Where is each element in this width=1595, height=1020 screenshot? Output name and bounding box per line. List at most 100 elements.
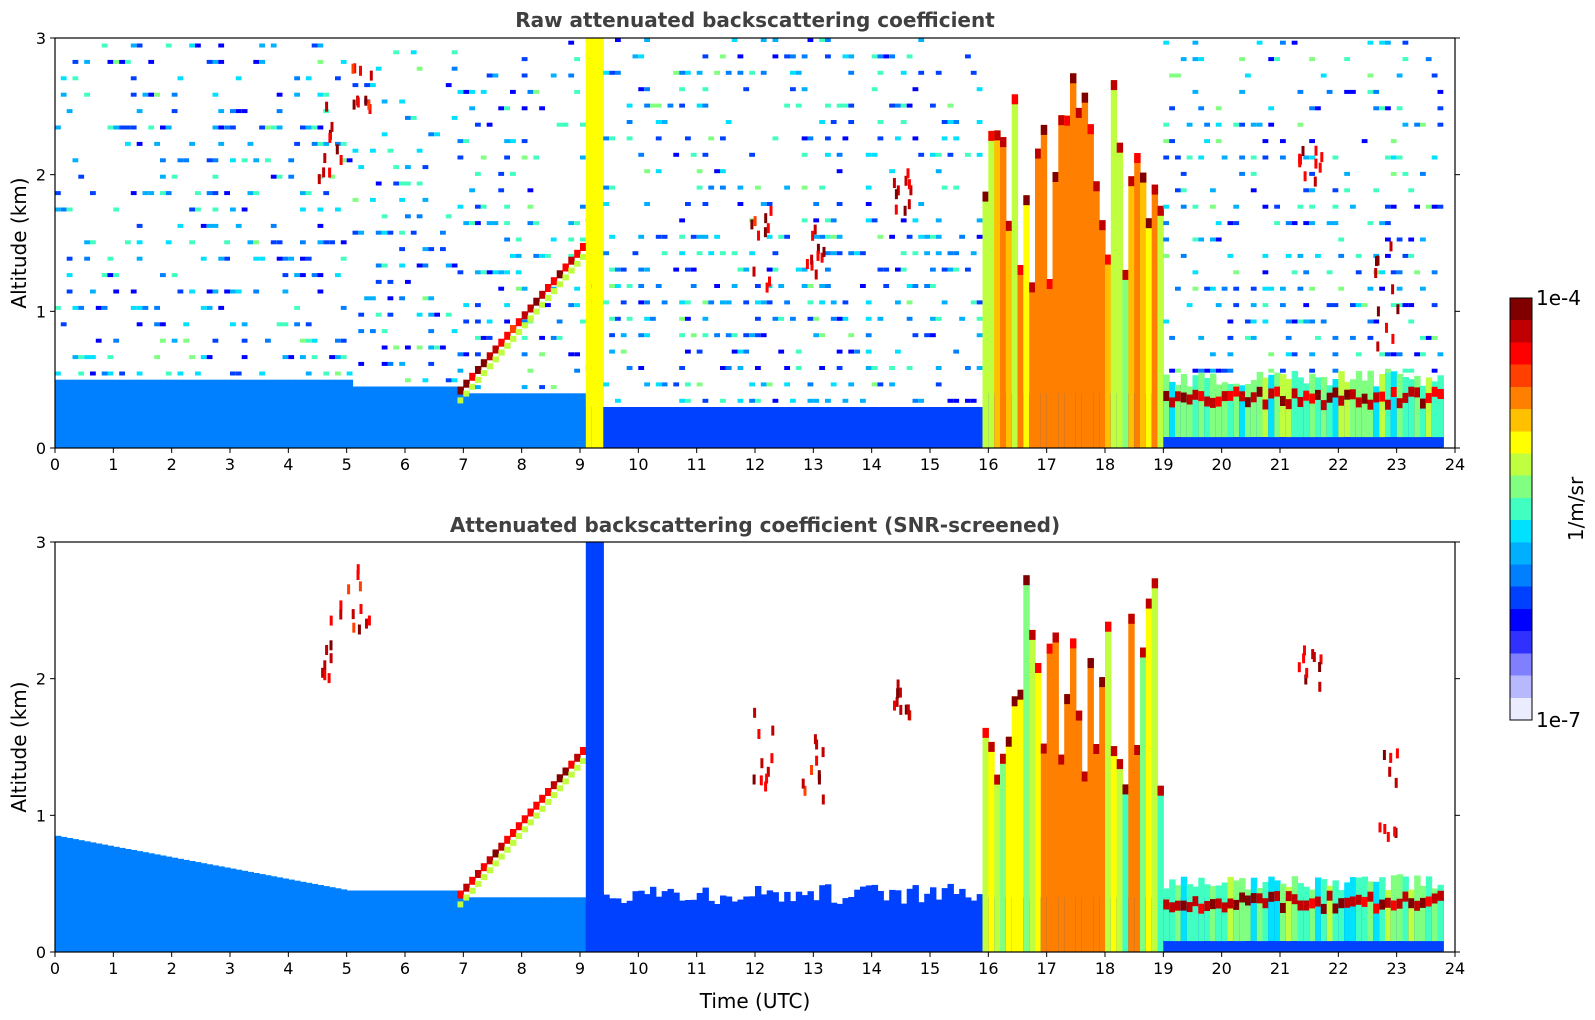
heatmap-cell [1245,384,1252,438]
heatmap-cell [1005,736,1013,952]
heatmap-cell [405,890,412,952]
heatmap-cell [486,335,493,340]
heatmap-cell [125,125,131,130]
heatmap-cell [1332,352,1339,357]
heatmap-cell [755,284,761,288]
heatmap-cell [335,76,341,81]
heatmap-cell [1180,374,1188,438]
heatmap-cell [1420,352,1426,357]
heatmap-cell [626,407,634,448]
heatmap-cell [708,251,715,256]
heatmap-cell [609,70,615,75]
heatmap-cell [1198,106,1205,111]
heatmap-cell [1303,188,1310,193]
heatmap-cell [737,407,744,448]
heatmap-cell [759,775,763,786]
heatmap-cell [1239,155,1245,160]
heatmap-cell [860,284,866,288]
heatmap-cell [1326,270,1333,275]
heatmap-cell [328,132,332,143]
heatmap-cell [1169,381,1176,438]
x-tick-label: 11 [686,455,706,474]
heatmap-cell [1285,352,1292,357]
heatmap-cell [235,109,242,114]
heatmap-cell [119,371,125,376]
heatmap-cell [825,398,831,403]
heatmap-cell [486,122,493,127]
heatmap-cell [1023,195,1030,206]
heatmap-cell [790,398,796,403]
heatmap-cell [352,890,359,952]
heatmap-cell [218,256,225,261]
heatmap-cell [311,355,318,360]
heatmap-cell [259,43,265,48]
heatmap-cell [899,704,903,715]
heatmap-cell [1361,139,1368,144]
heatmap-cell [171,109,178,114]
heatmap-cell [323,191,330,196]
heatmap-cell [737,54,744,59]
heatmap-cell [276,322,283,327]
heatmap-cell [1386,831,1390,842]
heatmap-cell [253,289,260,294]
heatmap-cell [206,305,213,310]
heatmap-cell [1268,106,1275,111]
heatmap-cell [381,99,388,104]
heatmap-cell [1408,386,1415,397]
heatmap-cell [195,379,202,448]
heatmap-cell [1140,172,1147,448]
heatmap-cell [1344,882,1351,941]
heatmap-cell [685,70,691,75]
heatmap-cell [1274,204,1280,209]
heatmap-cell [95,338,102,343]
heatmap-cell [1169,368,1175,373]
heatmap-cell [930,152,936,157]
heatmap-cell [871,366,878,370]
heatmap-cell [685,300,691,305]
heatmap-cell [1376,341,1380,352]
heatmap-cell [817,770,821,781]
heatmap-cell [877,891,884,952]
heatmap-cell [1064,694,1071,952]
heatmap-cell [807,316,814,321]
heatmap-cell [982,191,989,202]
heatmap-cell [930,267,936,272]
heatmap-cell [101,371,108,376]
heatmap-cell [247,191,254,196]
heatmap-cell [830,300,837,305]
heatmap-cell [757,230,760,241]
heatmap-cell [591,542,599,952]
heatmap-cell [1070,638,1077,952]
heatmap-cell [842,103,849,108]
heatmap-cell [865,407,873,448]
heatmap-cell [1169,73,1175,78]
heatmap-cell [591,38,599,448]
heatmap-cell [1128,613,1135,952]
heatmap-cell [836,316,843,321]
heatmap-cell [300,125,306,130]
heatmap-cell [1040,743,1048,952]
heatmap-cell [1175,885,1182,942]
heatmap-cell [475,352,481,357]
heatmap-cell [381,230,388,235]
heatmap-cell [953,267,960,272]
heatmap-cell [1390,155,1397,160]
heatmap-cell [1175,286,1181,291]
heatmap-cell [1350,877,1357,942]
heatmap-cell [655,382,662,387]
heatmap-cell [860,251,866,256]
heatmap-cell [679,251,685,256]
heatmap-cell [918,407,925,448]
heatmap-cell [463,89,470,94]
heatmap-cell [906,316,913,321]
heatmap-cell [1064,115,1071,126]
heatmap-cell [492,897,499,952]
heatmap-cell [1233,221,1240,226]
heatmap-cell [218,141,225,146]
heatmap-cell [1344,171,1350,176]
heatmap-cell [1093,181,1100,448]
heatmap-cell [492,345,499,354]
heatmap-cell [769,205,773,216]
heatmap-cell [1017,265,1024,448]
heatmap-cell [113,125,120,130]
